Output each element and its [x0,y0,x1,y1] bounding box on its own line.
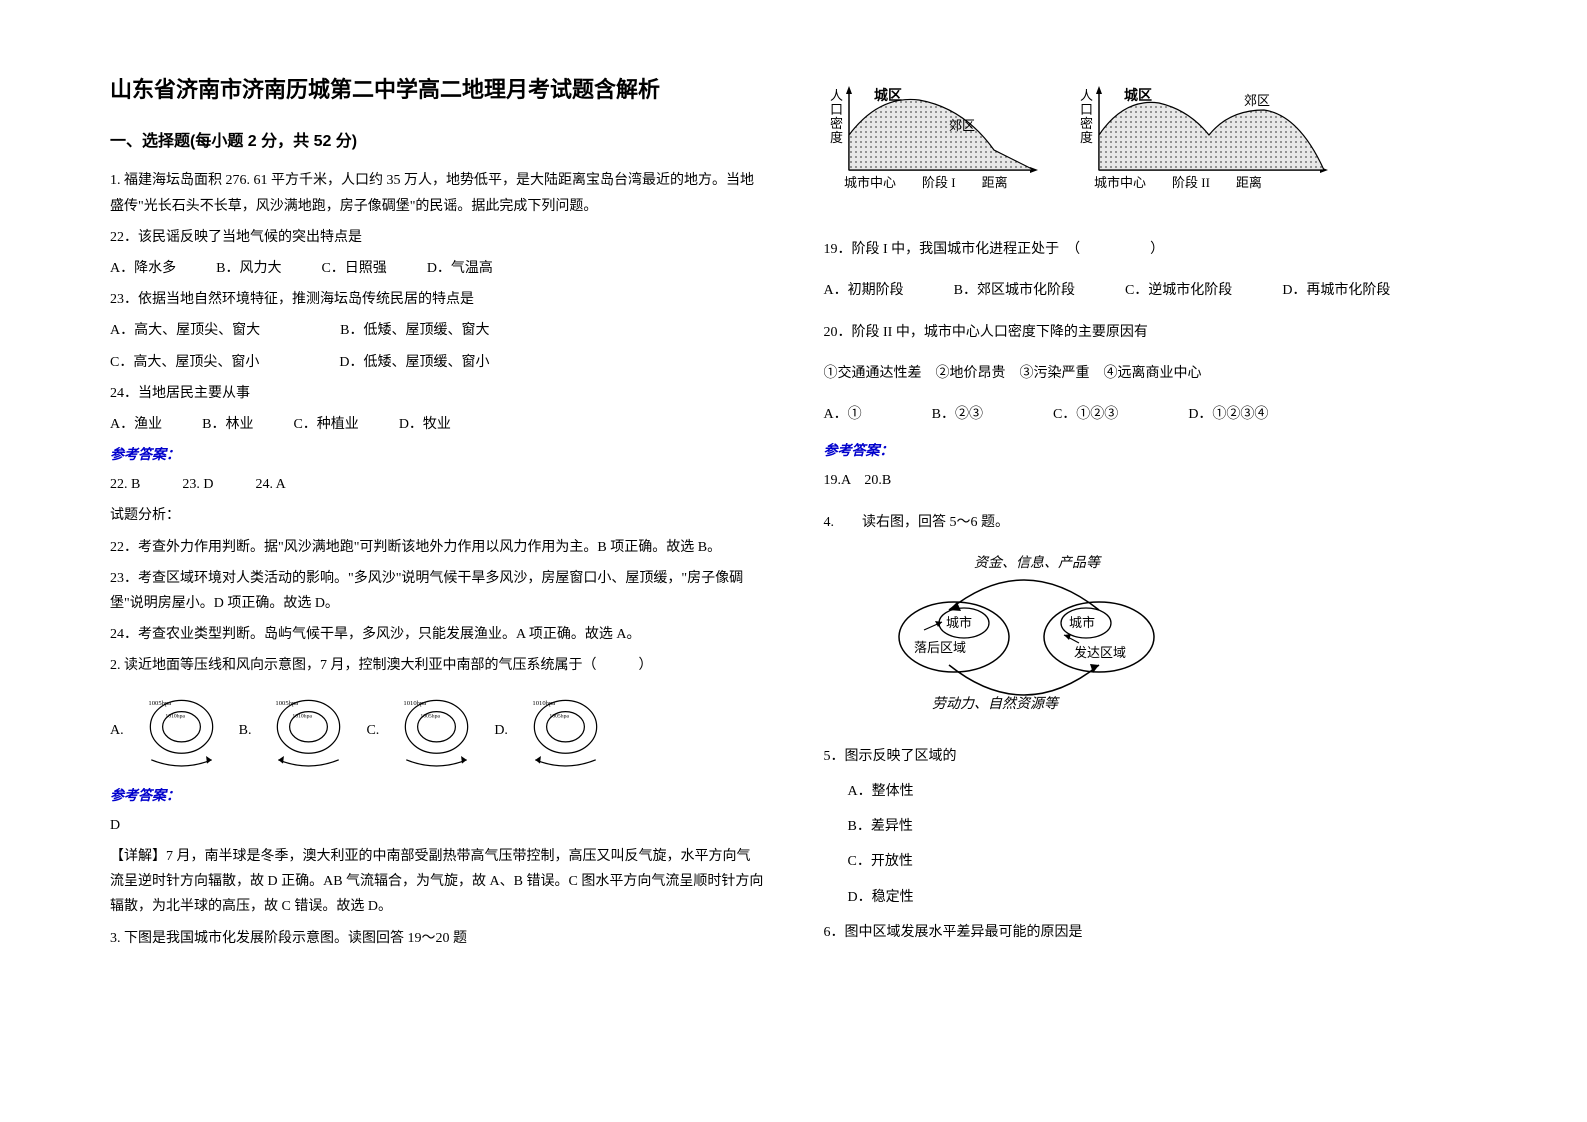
q22-opt-b: B．风力大 [216,256,281,281]
svg-text:密: 密 [1080,116,1093,131]
pressure-diagram-b: 1005hpa 1010hpa [261,689,356,774]
q24-options: A．渔业 B．林业 C．种植业 D．牧业 [110,412,764,437]
q1-answers: 22. B 23. D 24. A [110,472,764,497]
svg-text:1010hpa: 1010hpa [293,713,313,719]
q5-opt-d: D．稳定性 [848,885,1478,910]
q5-opt-a: A．整体性 [848,779,1478,804]
q23-opt-a: A．高大、屋顶尖、窗大 [110,318,260,343]
page-title: 山东省济南市济南历城第二中学高二地理月考试题含解析 [110,70,764,110]
left-column: 山东省济南市济南历城第二中学高二地理月考试题含解析 一、选择题(每小题 2 分，… [90,70,794,1082]
answer-label: 参考答案： [824,439,1478,464]
q22-options: A．降水多 B．风力大 C．日照强 D．气温高 [110,256,764,281]
q19-opt-d: D．再城市化阶段 [1282,278,1390,303]
q2-explain: 【详解】7 月，南半球是冬季，澳大利亚的中南部受副热带高气压带控制，高压又叫反气… [110,844,764,920]
q23-opt-c: C．高大、屋顶尖、窗小 [110,350,259,375]
q19-opt-a: A．初期阶段 [824,278,904,303]
q5-opt-b: B．差异性 [848,814,1478,839]
q5-text: 5．图示反映了区域的 [824,744,1478,769]
q2-stem: 2. 读近地面等压线和风向示意图，7 月，控制澳大利亚中南部的气压系统属于（ ） [110,653,764,678]
a22-text: 22．考查外力作用判断。据"风沙满地跑"可判断该地外力作用以风力作用为主。B 项… [110,535,764,560]
q19-opt-c: C．逆城市化阶段 [1125,278,1232,303]
q20-opt-b: B．②③ [932,402,983,427]
q20-text: 20．阶段 II 中，城市中心人口密度下降的主要原因有 [824,320,1478,345]
q3-answer: 19.A 20.B [824,468,1478,493]
svg-text:1005hpa: 1005hpa [421,713,441,719]
q5-opt-c: C．开放性 [848,849,1478,874]
q4-stem: 4. 读右图，回答 5～6 题。 [824,510,1478,535]
urbanization-chart: 人 口 密 度 城区 郊区 城市中心 阶段 I 距离 人 口 密 度 [824,80,1478,209]
chart-right-title: 城区 [1124,87,1152,104]
q23-opt-b: B．低矮、屋顶缓、窗大 [340,318,489,343]
pressure-diagram-a: 1005hpa 1010hpa [134,689,229,774]
diagram-bottom-label: 劳动力、自然资源等 [932,696,1060,712]
pressure-diagram-c: 1010hpa 1005hpa [389,689,484,774]
pressure-diagram-d: 1010hpa 1005hpa [518,689,613,774]
q24-opt-d: D．牧业 [399,412,451,437]
diagram-right-city: 城市 [1069,615,1095,630]
q22-opt-c: C．日照强 [321,256,386,281]
q2-option-row: A. 1005hpa 1010hpa B. 1005hpa 1010hpa C.… [110,689,764,774]
svg-text:1005hpa: 1005hpa [549,713,569,719]
answer-label: 参考答案： [110,784,764,809]
chart-xlabel-right: 城市中心 阶段 II 距离 [1094,175,1262,190]
q20-opt-a: A．① [824,402,862,427]
svg-text:1010hpa: 1010hpa [532,700,555,707]
a23-text: 23．考查区域环境对人类活动的影响。"多风沙"说明气候干旱多风沙，房屋窗口小、屋… [110,566,764,616]
q6-text: 6．图中区域发展水平差异最可能的原因是 [824,920,1478,945]
section-heading: 一、选择题(每小题 2 分，共 52 分) [110,128,764,157]
q5-options: A．整体性 B．差异性 C．开放性 D．稳定性 [824,779,1478,910]
a24-text: 24．考查农业类型判断。岛屿气候干旱，多风沙，只能发展渔业。A 项正确。故选 A… [110,622,764,647]
q2-answer: D [110,813,764,838]
svg-text:1010hpa: 1010hpa [404,700,427,707]
diagram-right-region: 发达区域 [1074,645,1126,660]
q2-opt-c: C. [366,718,379,743]
svg-text:1005hpa: 1005hpa [148,700,171,707]
q19-options: A．初期阶段 B．郊区城市化阶段 C．逆城市化阶段 D．再城市化阶段 [824,278,1478,303]
diagram-left-region: 落后区域 [914,640,966,655]
q19-opt-b: B．郊区城市化阶段 [954,278,1075,303]
analysis-label: 试题分析： [110,503,764,528]
q4-diagram: 资金、信息、产品等 城市 落后区域 城市 发达区域 劳动力、自然资源等 [864,545,1478,724]
q20-opt-d: D．①②③④ [1188,402,1268,427]
q24-text: 24．当地居民主要从事 [110,381,764,406]
svg-text:口: 口 [1080,102,1093,117]
svg-text:1010hpa: 1010hpa [165,713,185,719]
q23-options-row1: A．高大、屋顶尖、窗大 B．低矮、屋顶缓、窗大 [110,318,764,343]
q22-text: 22．该民谣反映了当地气候的突出特点是 [110,225,764,250]
right-column: 人 口 密 度 城区 郊区 城市中心 阶段 I 距离 人 口 密 度 [794,70,1498,1082]
q2-opt-b: B. [239,718,252,743]
chart-ylabel-l1: 人 [830,88,843,103]
svg-text:度: 度 [1080,130,1093,145]
q24-opt-c: C．种植业 [293,412,358,437]
chart-xlabel-left: 城市中心 阶段 I 距离 [844,175,1008,190]
svg-text:口: 口 [830,102,843,117]
q3-questions: 19．阶段 I 中，我国城市化进程正处于 （ ） A．初期阶段 B．郊区城市化阶… [824,229,1478,427]
q24-opt-a: A．渔业 [110,412,162,437]
q22-opt-d: D．气温高 [427,256,493,281]
q1-stem: 1. 福建海坛岛面积 276. 61 平方千米，人口约 35 万人，地势低平，是… [110,168,764,218]
q20-opt-c: C．①②③ [1053,402,1118,427]
answer-label: 参考答案： [110,443,764,468]
svg-text:密: 密 [830,116,843,131]
chart-left-title: 城区 [874,87,902,104]
q24-opt-b: B．林业 [202,412,253,437]
chart-suburb-r: 郊区 [1244,93,1270,108]
diagram-top-label: 资金、信息、产品等 [974,555,1102,571]
diagram-left-city: 城市 [946,615,972,630]
svg-text:度: 度 [830,130,843,145]
q20-options: A．① B．②③ C．①②③ D．①②③④ [824,402,1478,427]
q23-text: 23．依据当地自然环境特征，推测海坛岛传统民居的特点是 [110,287,764,312]
q2-opt-d: D. [494,718,508,743]
q2-opt-a: A. [110,718,124,743]
q22-opt-a: A．降水多 [110,256,176,281]
q19-text: 19．阶段 I 中，我国城市化进程正处于 （ ） [824,237,1478,262]
svg-text:1005hpa: 1005hpa [276,700,299,707]
chart-suburb-l: 郊区 [949,118,975,133]
q23-opt-d: D．低矮、屋顶缓、窗小 [339,350,489,375]
q20-sub: ①交通通达性差 ②地价昂贵 ③污染严重 ④远离商业中心 [824,361,1478,386]
q3-stem: 3. 下图是我国城市化发展阶段示意图。读图回答 19～20 题 [110,926,764,951]
q23-options-row2: C．高大、屋顶尖、窗小 D．低矮、屋顶缓、窗小 [110,350,764,375]
svg-text:人: 人 [1080,88,1093,103]
